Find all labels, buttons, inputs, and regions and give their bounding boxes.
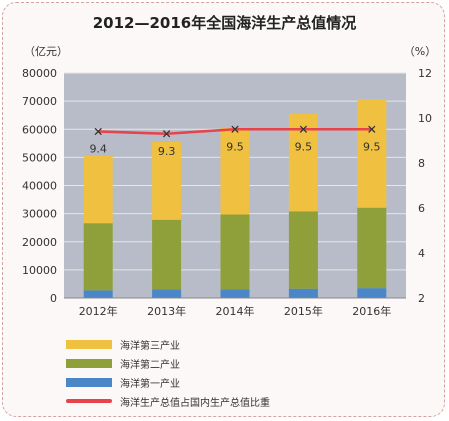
legend-label: 海洋第三产业: [120, 340, 180, 352]
ratio-point: [299, 125, 308, 133]
data-label: 9.5: [295, 140, 313, 153]
legend-swatch: [66, 377, 112, 387]
legend-item: 海洋第三产业: [66, 337, 180, 352]
y-left-tick-label: 80000: [22, 67, 57, 80]
left-axis-unit: （亿元）: [24, 45, 68, 58]
bar-segment: [83, 223, 113, 291]
legend-swatch: [66, 358, 112, 368]
y-right-tick-label: 6: [418, 202, 425, 215]
y-left-tick-label: 60000: [22, 123, 57, 136]
legend-label: 海洋第一产业: [120, 378, 180, 390]
bar-segment: [83, 290, 113, 298]
ratio-point: [368, 125, 376, 133]
y-left-tick-label: 50000: [22, 151, 57, 164]
y-right-tick-label: 8: [418, 157, 425, 170]
y-left-tick-label: 40000: [22, 180, 57, 193]
bar-segment: [83, 155, 113, 224]
x-tick-label: 2015年: [284, 304, 323, 318]
bar-segment: [152, 289, 182, 298]
x-tick-label: 2016年: [352, 304, 391, 318]
y-right-tick-label: 2: [418, 292, 425, 305]
legend-swatch: [66, 339, 112, 349]
ratio-point: [162, 130, 171, 138]
bar-segment: [288, 288, 318, 298]
y-right-tick-label: 4: [418, 247, 425, 260]
y-left-tick-label: 70000: [22, 95, 57, 108]
bar-segment: [152, 219, 182, 290]
bar-segment: [152, 141, 182, 220]
legend-label: 海洋第二产业: [120, 359, 180, 371]
right-axis-unit: （%）: [404, 45, 436, 58]
x-tick-label: 2013年: [147, 304, 186, 318]
y-left-tick-label: 10000: [22, 264, 57, 277]
y-left-tick-label: 30000: [22, 208, 57, 221]
x-tick-label: 2012年: [79, 304, 118, 318]
y-left-tick-label: 0: [50, 292, 57, 305]
bar-segment: [220, 214, 250, 290]
data-label: 9.5: [363, 140, 381, 153]
ratio-point: [94, 127, 102, 136]
bar-segment: [220, 127, 250, 215]
x-tick-label: 2014年: [216, 304, 255, 318]
y-right-tick-label: 10: [418, 112, 432, 125]
bar-segment: [357, 207, 387, 289]
legend-item: 海洋生产总值占国内生产总值比重: [66, 394, 270, 409]
bar-segment: [288, 211, 318, 289]
bar-segment: [357, 288, 387, 298]
bar-segment: [220, 289, 250, 298]
legend-item: 海洋第二产业: [66, 356, 180, 371]
data-label: 9.3: [158, 145, 176, 158]
legend-swatch: [66, 399, 112, 403]
data-label: 9.4: [89, 143, 107, 156]
legend-item: 海洋第一产业: [66, 375, 180, 390]
legend-label: 海洋生产总值占国内生产总值比重: [120, 397, 270, 409]
y-left-tick-label: 20000: [22, 236, 57, 249]
bar-segment: [357, 99, 387, 208]
data-label: 9.5: [226, 140, 244, 153]
y-right-tick-label: 12: [418, 67, 432, 80]
ratio-point: [231, 125, 239, 133]
chart-title: 2012—2016年全国海洋生产总值情况: [92, 14, 357, 32]
